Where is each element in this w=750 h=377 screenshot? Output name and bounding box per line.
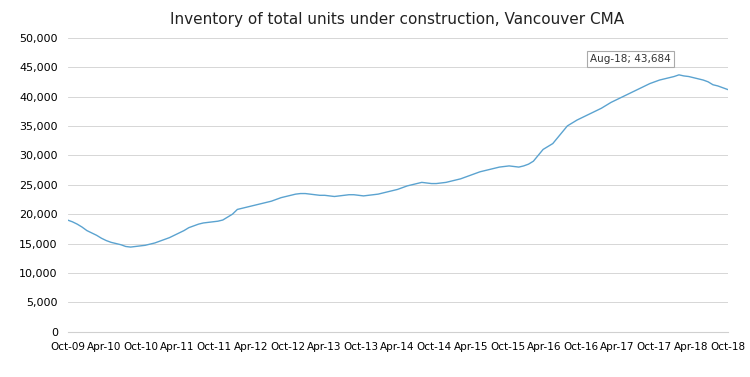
Text: Aug-18; 43,684: Aug-18; 43,684	[590, 54, 670, 64]
Title: Inventory of total units under construction, Vancouver CMA: Inventory of total units under construct…	[170, 12, 625, 27]
